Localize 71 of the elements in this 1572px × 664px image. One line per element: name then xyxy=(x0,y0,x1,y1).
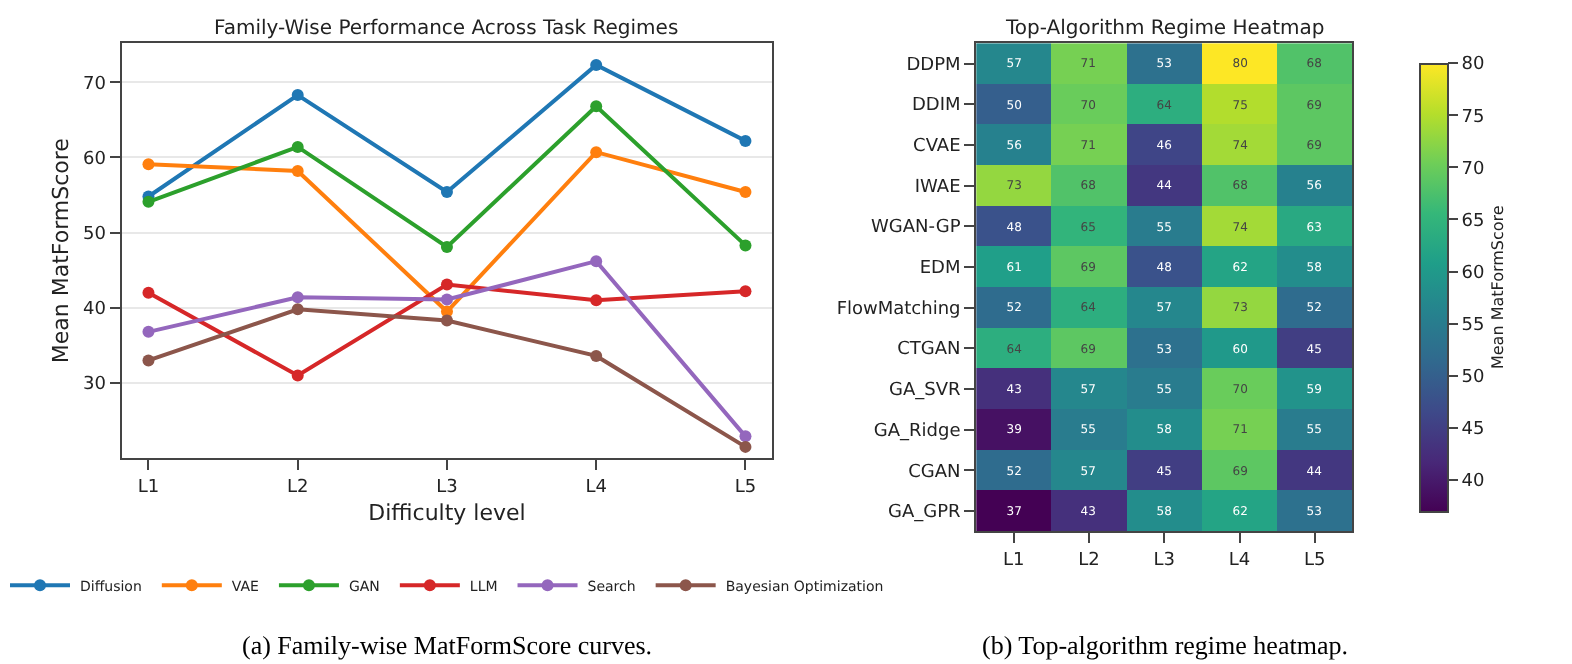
point xyxy=(590,349,603,362)
color-bar-label: 55 xyxy=(1461,315,1485,336)
y-tick-label: IWAE xyxy=(914,177,962,198)
chart-title: Top-Algorithm Regime Heatmap xyxy=(1004,18,1325,40)
x-tick-label: L4 xyxy=(585,477,608,498)
color-bar-label: 65 xyxy=(1461,211,1485,232)
color-bar-label: 60 xyxy=(1461,263,1486,284)
text: (b) Top-algorithm regime heatmap. xyxy=(982,630,1348,660)
point xyxy=(440,314,453,327)
y-tick-label: DDIM xyxy=(912,96,961,117)
point xyxy=(590,255,603,268)
x-tick-label: L2 xyxy=(286,477,309,498)
point xyxy=(291,369,304,382)
point xyxy=(291,140,304,153)
y-tick-label: 50 xyxy=(83,224,107,245)
point xyxy=(590,100,603,113)
y-tick-label: CVAE xyxy=(913,137,962,158)
point xyxy=(440,240,453,253)
x-tick-label: L1 xyxy=(137,477,160,498)
y-tick-label: WGAN-GP xyxy=(871,218,962,239)
y-tick-label: CGAN xyxy=(908,462,961,483)
text: (a) Family-wise MatFormScore curves. xyxy=(242,630,653,660)
point xyxy=(739,430,752,443)
x-tick-label: L3 xyxy=(1153,550,1176,571)
y-tick-label: DDPM xyxy=(906,55,961,76)
x-tick-label: L5 xyxy=(734,477,757,498)
point xyxy=(291,291,304,304)
y-tick-label: GA_SVR xyxy=(889,381,961,402)
point xyxy=(142,354,155,367)
point xyxy=(739,134,752,147)
point xyxy=(590,58,603,71)
x-tick-label: L1 xyxy=(1003,550,1025,571)
y-tick-label: CTGAN xyxy=(897,340,961,361)
y-tick-label: 30 xyxy=(83,375,107,396)
x-tick-label: L3 xyxy=(436,477,458,498)
point xyxy=(739,186,752,199)
point xyxy=(142,325,155,338)
y-tick-label: 40 xyxy=(83,300,107,321)
point xyxy=(739,440,752,453)
x-axis-title: Difficulty level xyxy=(368,500,526,527)
y-tick-label: GA_Ridge xyxy=(873,421,962,442)
point xyxy=(142,286,155,299)
point xyxy=(440,186,453,199)
y-tick-label: FlowMatching xyxy=(836,299,961,320)
point xyxy=(291,303,304,316)
color-bar-label: 50 xyxy=(1461,368,1486,389)
color-bar-label: 75 xyxy=(1461,107,1485,128)
point xyxy=(142,158,155,171)
point xyxy=(440,293,453,306)
color-bar-label: 45 xyxy=(1461,420,1485,441)
color-bar-label: 80 xyxy=(1461,55,1486,76)
x-tick-label: L5 xyxy=(1304,550,1326,571)
color-bar-title: Mean MatFormScore xyxy=(1489,205,1508,370)
y-tick-label: 60 xyxy=(83,149,107,170)
x-tick-label: L4 xyxy=(1228,550,1251,571)
point xyxy=(142,195,155,208)
color-bar-label: 40 xyxy=(1461,472,1486,493)
point xyxy=(739,239,752,252)
point xyxy=(291,164,304,177)
y-axis-title: Mean MatFormScore xyxy=(48,137,75,364)
x-tick-label: L2 xyxy=(1078,550,1100,571)
point xyxy=(291,89,304,102)
color-bar-label: 70 xyxy=(1461,159,1486,180)
point xyxy=(590,146,603,159)
y-tick-label: 70 xyxy=(83,74,107,95)
y-tick-label: EDM xyxy=(919,259,961,280)
y-tick-label: GA_GPR xyxy=(887,503,961,524)
chart-title: Family-Wise Performance Across Task Regimes xyxy=(214,18,679,40)
point xyxy=(590,294,603,307)
point xyxy=(739,285,752,298)
point xyxy=(440,278,453,291)
